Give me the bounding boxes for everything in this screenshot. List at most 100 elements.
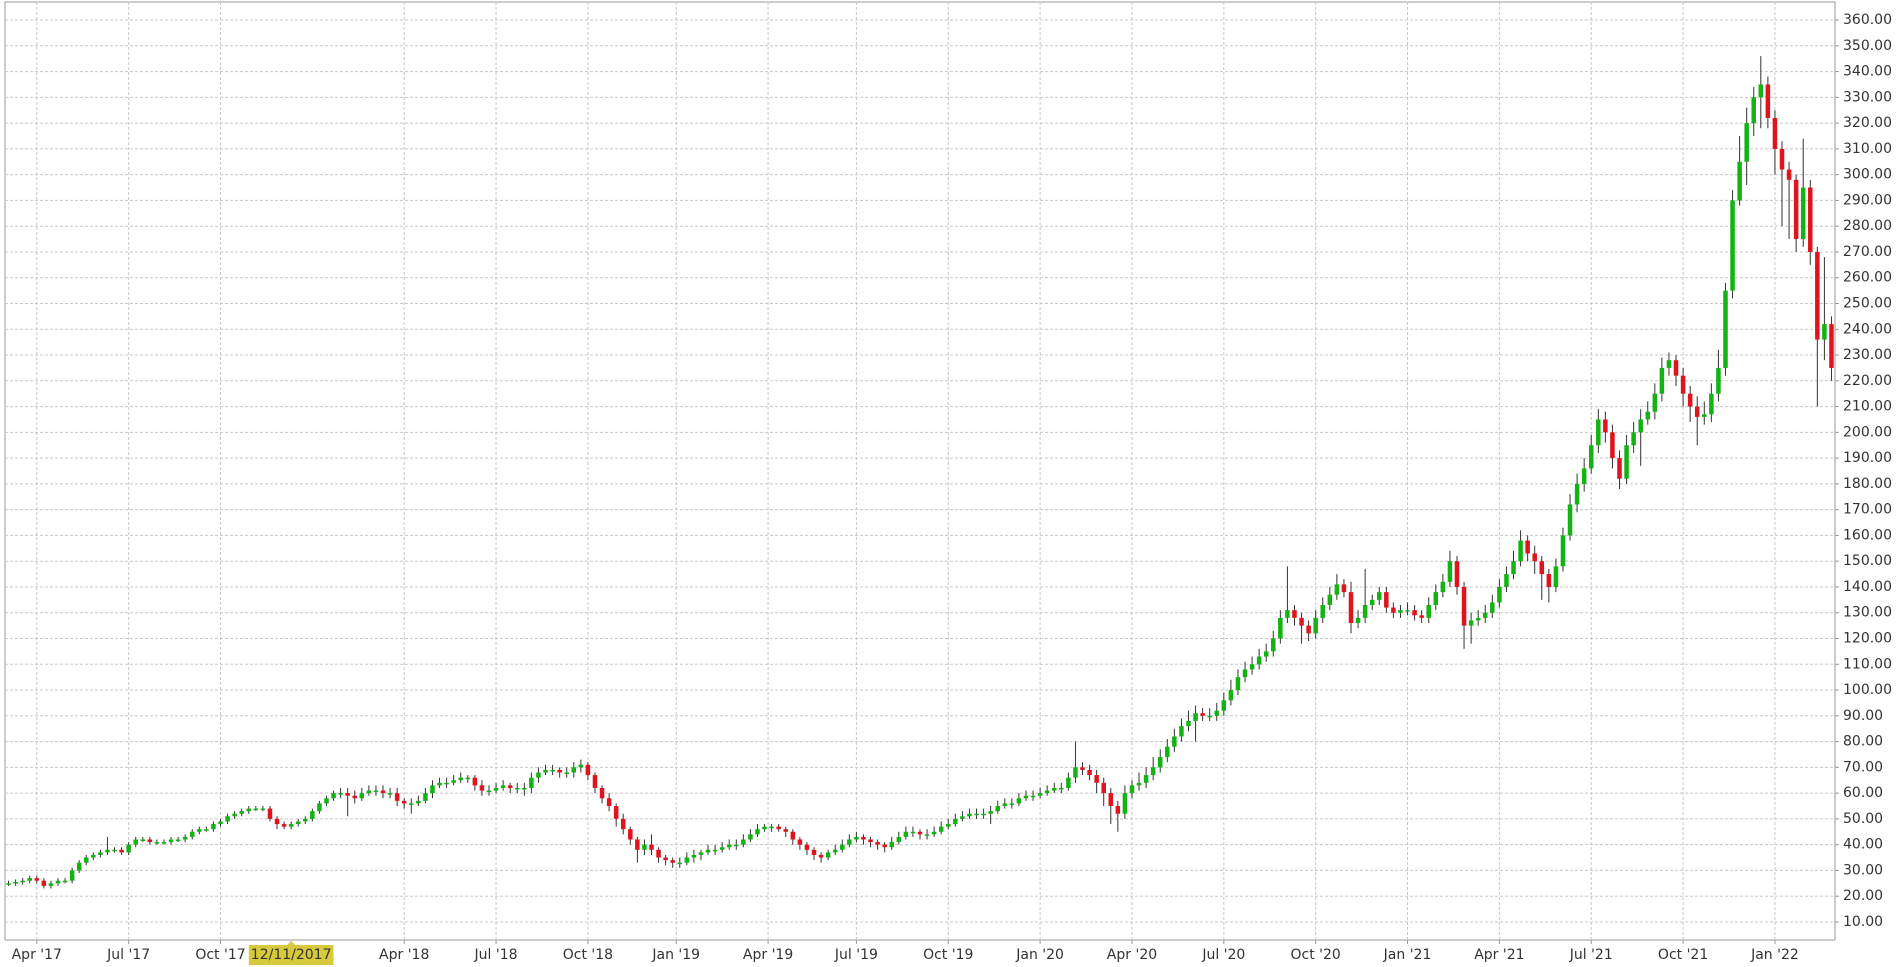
x-tick-label: Oct '18 — [563, 947, 613, 963]
candle-body — [783, 829, 789, 832]
y-tick-label: 130.00 — [1843, 605, 1892, 621]
candle-body — [1419, 615, 1424, 618]
candle-body — [811, 849, 817, 855]
candle-body — [536, 772, 541, 778]
candle-body — [507, 785, 513, 788]
candle-body — [1624, 445, 1629, 479]
y-tick-label: 30.00 — [1843, 862, 1883, 878]
candle-body — [592, 775, 598, 788]
candle-body — [189, 831, 195, 837]
candle-body — [1369, 599, 1375, 605]
y-tick-label: 350.00 — [1843, 38, 1892, 54]
candle-body — [1313, 617, 1318, 634]
candle-body — [281, 824, 287, 827]
candle-body — [981, 813, 986, 816]
candle-body — [1186, 720, 1191, 727]
candle-body — [486, 790, 492, 793]
candle-body — [1207, 715, 1212, 718]
candle-body — [401, 800, 407, 804]
candle-body — [1299, 617, 1304, 626]
candle-body — [684, 857, 690, 863]
candle-body — [1454, 561, 1460, 587]
candle-body — [69, 870, 75, 881]
candle-body — [741, 839, 746, 845]
candle-body — [1815, 251, 1820, 340]
candle-body — [1016, 798, 1022, 804]
candle-body — [288, 824, 294, 827]
candle-body — [557, 769, 562, 773]
candle-body — [543, 769, 548, 773]
candle-body — [324, 798, 329, 804]
y-tick-label: 20.00 — [1843, 888, 1883, 904]
candle-body — [620, 818, 626, 830]
y-tick-label: 10.00 — [1843, 914, 1883, 930]
candle-body — [670, 860, 675, 863]
candle-body — [585, 764, 591, 776]
candle-body — [1129, 785, 1135, 794]
candle-body — [1172, 736, 1177, 747]
y-tick-label: 100.00 — [1843, 682, 1892, 698]
candle-body — [656, 849, 661, 858]
candle-body — [1426, 605, 1431, 618]
candle-body — [889, 842, 894, 848]
candle-body — [465, 777, 471, 780]
candle-body — [550, 769, 555, 772]
candle-body — [529, 777, 534, 788]
candle-body — [1080, 767, 1085, 770]
candle-body — [394, 793, 400, 801]
candle-body — [946, 824, 951, 827]
candle-body — [712, 849, 718, 852]
candle-body — [1391, 607, 1396, 613]
candle-body — [1737, 161, 1742, 201]
candle-body — [854, 836, 859, 840]
candle-body — [1702, 414, 1707, 417]
candle-body — [119, 849, 124, 853]
candle-body — [1157, 757, 1163, 768]
y-tick-label: 70.00 — [1843, 759, 1883, 775]
candle-body — [1786, 169, 1792, 180]
candle-body — [303, 818, 308, 822]
candle-body — [1723, 290, 1728, 368]
candle-body — [1073, 767, 1078, 778]
candle-body — [175, 839, 181, 841]
candle-body — [472, 777, 478, 786]
candle-body — [1405, 610, 1410, 612]
candle-body — [1610, 432, 1615, 459]
candle-body — [995, 806, 1000, 812]
candle-body — [1532, 553, 1537, 562]
candle-body — [967, 813, 972, 817]
candle-body — [1560, 535, 1566, 567]
candle-body — [6, 883, 11, 885]
x-tick-label: Apr '21 — [1474, 947, 1524, 963]
candle-body — [1581, 468, 1587, 484]
candle-body — [606, 798, 612, 806]
candle-body — [917, 831, 923, 835]
candle-body — [522, 787, 527, 790]
candle-body — [514, 787, 520, 790]
candle-body — [380, 790, 386, 794]
candle-body — [310, 811, 315, 819]
candle-body — [748, 834, 753, 840]
y-tick-label: 120.00 — [1843, 631, 1892, 647]
y-tick-label: 340.00 — [1843, 64, 1892, 80]
candle-body — [1603, 419, 1608, 433]
candle-body — [211, 824, 216, 830]
candle-body — [232, 813, 237, 817]
candle-body — [1094, 775, 1099, 783]
candle-body — [1475, 617, 1481, 621]
x-tick-label: Oct '20 — [1291, 947, 1341, 963]
x-tick-label: Oct '17 — [195, 947, 245, 963]
candle-body — [832, 849, 838, 853]
candle-body — [1652, 393, 1658, 412]
y-tick-label: 90.00 — [1843, 708, 1883, 724]
candle-body — [599, 787, 605, 799]
candle-body — [1744, 123, 1749, 162]
candle-body — [988, 811, 993, 814]
candle-body — [1539, 561, 1545, 575]
candle-body — [1440, 581, 1446, 593]
candle-body — [1009, 803, 1015, 805]
candle-body — [1023, 795, 1029, 799]
plot-frame — [4, 1, 1836, 941]
candle-body — [1567, 504, 1573, 536]
candle-body — [642, 844, 647, 850]
